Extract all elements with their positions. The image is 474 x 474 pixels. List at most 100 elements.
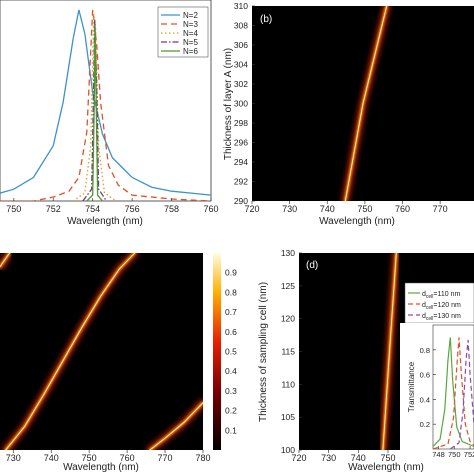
- inset-ticks: 748750752 0.2 0.4 0.6 0.8: [420, 346, 474, 459]
- panel-d-ytick-label: 130: [281, 248, 295, 258]
- inset-ytick-label: 0.8: [420, 346, 430, 355]
- panel-b: 720 730 740 750 760 770 290 292 294 296 298 300 302 3…: [223, 1, 474, 227]
- panel-d-ytick-label: 110: [281, 379, 295, 389]
- panel-b-ytick-label: 294: [234, 157, 248, 167]
- colorbar-tick-label: 0.1: [225, 425, 237, 435]
- panel-c-ticks: 730 740 750 760 770 780: [6, 450, 211, 463]
- colorbar-ticks: 0.1 0.2 0.3 0.4 0.5 0.6 0.7 0.8 0.9: [225, 268, 237, 436]
- inset-legend-label: dcell=110 nm: [422, 291, 461, 300]
- panel-c-xtick-label: 780: [195, 453, 210, 463]
- legend-label: N=2: [183, 11, 198, 20]
- panel-d-xtick-label: 720: [291, 453, 306, 463]
- series-line-n6: [86, 23, 104, 201]
- panel-b-xtick-label: 720: [244, 204, 259, 214]
- panel-c-xtick-label: 770: [158, 453, 173, 463]
- panel-d-ridge-0-line: [382, 253, 397, 450]
- inset-xtick-label: 750: [448, 450, 461, 459]
- panel-a-plot-area: [0, 9, 211, 201]
- panel-b-xtick-label: 740: [320, 204, 335, 214]
- panel-a-ticks: 750 752 754 756 758 760: [6, 198, 219, 214]
- legend-label: N=6: [183, 47, 198, 56]
- legend-label: N=3: [183, 20, 198, 29]
- panel-c-xtick-label: 750: [82, 453, 97, 463]
- inset-legend-label: dcell=130 nm: [422, 313, 461, 322]
- panel-a-xtick-label: 756: [125, 204, 140, 214]
- panel-c: 730 740 750 760 770 780 Wavelength (nm) 0.10.…: [0, 253, 237, 473]
- panel-b-xtick-label: 770: [433, 204, 448, 214]
- inset-xtick-label: 752: [464, 450, 474, 459]
- panel-c-ridges: [0, 253, 203, 450]
- panel-b-ridges: [341, 6, 391, 201]
- colorbar: [213, 253, 221, 450]
- panel-b-ticks: 720 730 740 750 760 770 290 292 294 296 298 300 302 3…: [234, 1, 448, 214]
- panel-a-xtick-label: 754: [85, 204, 100, 214]
- panel-b-xtick-label: 750: [357, 204, 372, 214]
- legend-label: N=4: [183, 29, 198, 38]
- panel-d-ytick-label: 100: [281, 445, 295, 455]
- series-line-n5: [82, 19, 108, 201]
- colorbar-tick-label: 0.3: [225, 386, 237, 396]
- panel-d-label: (d): [306, 260, 318, 271]
- panel-a-xtick-label: 758: [164, 204, 179, 214]
- panel-b-ytick-label: 310: [234, 1, 248, 11]
- panel-b-xlabel: Wavelength (nm): [319, 216, 395, 227]
- series-line-n2: [0, 9, 211, 196]
- colorbar-tick-label: 0.5: [225, 347, 237, 357]
- panel-a-legend: N=2N=3N=4N=5N=6: [157, 6, 209, 58]
- panel-d-ytick-label: 125: [281, 281, 295, 291]
- panel-b-ytick-label: 292: [234, 177, 248, 187]
- panel-c-ridge-0-line: [5, 253, 136, 450]
- panel-b-ytick-label: 290: [234, 196, 248, 206]
- panel-d-ylabel: Thickness of sampling cell (nm): [258, 282, 269, 422]
- panel-a: 750 752 754 756 758 760 Wavelength (nm) N=2N=…: [0, 0, 219, 227]
- colorbar-tick-label: 0.2: [225, 406, 237, 416]
- panel-b-ytick-label: 308: [234, 21, 248, 31]
- panel-d-ytick-label: 115: [281, 347, 295, 357]
- panel-d-ytick-label: 120: [281, 314, 295, 324]
- panel-d-xtick-label: 750: [380, 453, 395, 463]
- inset-ytick-label: 0.6: [420, 371, 430, 380]
- inset-ytick-label: 0.2: [420, 420, 430, 429]
- colorbar-tick-label: 0.4: [225, 366, 237, 376]
- inset-series-line-1: [433, 337, 474, 449]
- inset-series-line-2: [449, 339, 474, 449]
- panel-d: 720730740750760770100105110115120125130 …: [258, 248, 474, 473]
- panel-b-ylabel: Thickness of layer A (nm): [223, 48, 234, 160]
- panel-b-ytick-label: 300: [234, 99, 248, 109]
- panel-d-ridges: [379, 253, 400, 450]
- panel-a-xtick-label: 760: [203, 204, 218, 214]
- panel-b-xtick-label: 730: [282, 204, 297, 214]
- inset-ytick-label: 0.4: [420, 395, 430, 404]
- panel-c-ridge-2-line: [0, 253, 10, 268]
- inset-plot-area: [433, 337, 474, 449]
- colorbar-tick-label: 0.7: [225, 307, 237, 317]
- panel-c-ridge-1-line: [149, 402, 203, 450]
- panel-a-xlabel: Wavelength (nm): [67, 216, 143, 227]
- colorbar-tick-label: 0.9: [225, 268, 237, 278]
- panel-d-xtick-label: 740: [351, 453, 366, 463]
- panel-c-xlabel: Wavelength (nm): [63, 462, 139, 473]
- panel-d-inset: dcell=110 nm dcell=120 nm dcell=130 nm 748…: [400, 282, 474, 463]
- legend-label: N=5: [183, 38, 198, 47]
- panel-c-xtick-label: 760: [120, 453, 135, 463]
- panel-b-ytick-label: 296: [234, 138, 248, 148]
- panel-b-ridge-0-line: [344, 6, 388, 201]
- colorbar-tick-label: 0.6: [225, 327, 237, 337]
- panel-a-xtick-label: 752: [46, 204, 61, 214]
- panel-b-ytick-label: 304: [234, 60, 248, 70]
- inset-ylabel: Transmittance: [407, 361, 416, 412]
- panel-b-ytick-label: 302: [234, 79, 248, 89]
- inset-xtick-label: 748: [432, 450, 445, 459]
- inset-legend: dcell=110 nm dcell=120 nm dcell=130 nm: [408, 291, 461, 322]
- panel-b-label: (b): [260, 14, 272, 25]
- inset-legend-label: dcell=120 nm: [422, 302, 461, 311]
- panel-a-xtick-label: 750: [6, 204, 21, 214]
- inset-legend-box: [404, 282, 474, 324]
- colorbar-tick-label: 0.8: [225, 287, 237, 297]
- panel-d-ytick-label: 105: [281, 412, 295, 422]
- panel-b-ytick-label: 298: [234, 118, 248, 128]
- panel-c-xtick-label: 740: [44, 453, 59, 463]
- panel-b-ytick-label: 306: [234, 40, 248, 50]
- panel-d-xlabel: Wavelength (nm): [348, 462, 424, 473]
